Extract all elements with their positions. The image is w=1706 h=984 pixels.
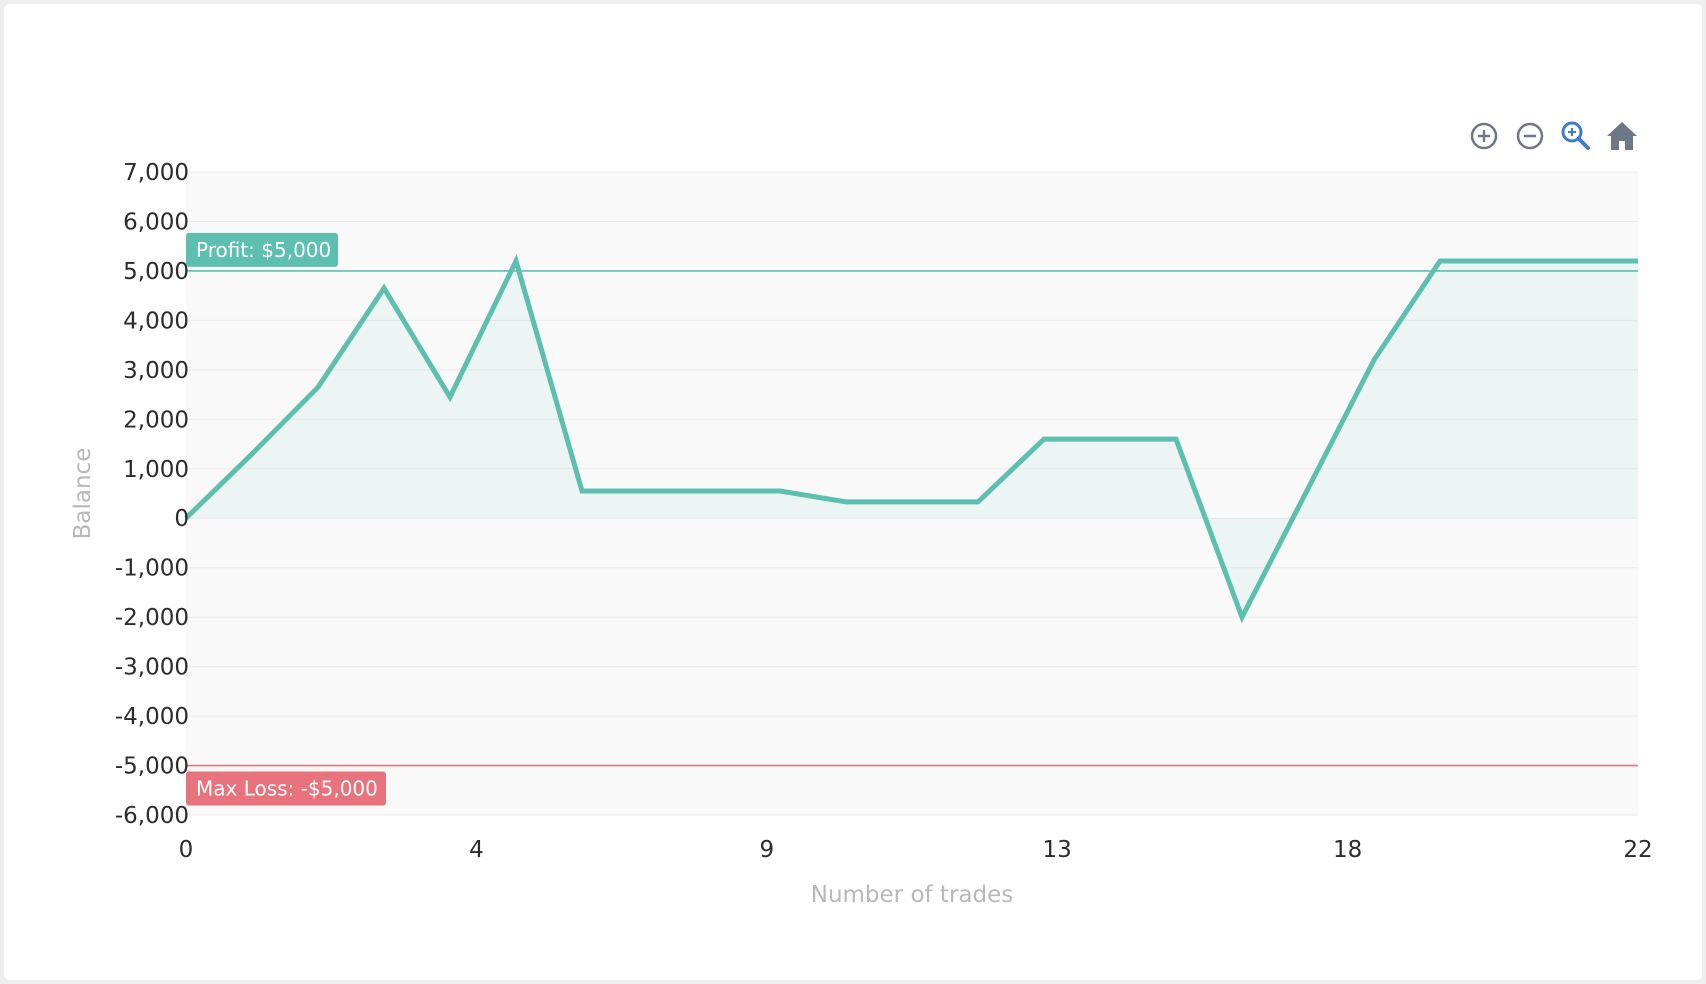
y-tick-label: -5,000	[115, 754, 189, 780]
y-tick-label: -3,000	[115, 655, 189, 681]
x-axis-title: Number of trades	[811, 882, 1014, 908]
annotation-label-bg	[186, 771, 386, 806]
y-tick-label: 1,000	[123, 457, 189, 483]
annotation-label: Max Loss: -$5,000	[196, 777, 378, 801]
y-tick-label: 7,000	[123, 160, 189, 186]
plot-background	[186, 172, 1638, 815]
x-tick-label: 18	[1333, 837, 1362, 863]
reset-zoom-button[interactable]	[1604, 118, 1640, 154]
y-tick-label: 4,000	[123, 308, 189, 334]
y-tick-label: 5,000	[123, 259, 189, 285]
y-tick-label: 6,000	[123, 209, 189, 235]
balance-area	[186, 261, 1638, 618]
y-tick-label: -6,000	[115, 803, 189, 829]
zoom-out-icon	[1516, 122, 1544, 150]
y-tick-label: -1,000	[115, 556, 189, 582]
y-tick-label: -2,000	[115, 605, 189, 631]
annotation-label-bg	[186, 232, 338, 267]
annotation-label: Profit: $5,000	[196, 238, 331, 262]
x-tick-label: 13	[1043, 837, 1072, 863]
home-icon	[1607, 122, 1637, 150]
y-axis-ticks: 7,000 6,000 5,000 4,000 3,000 2,000 1,000 0 -1,0…	[115, 160, 189, 829]
y-tick-label: 0	[174, 506, 189, 532]
zoom-in-button[interactable]	[1466, 118, 1502, 154]
y-tick-label: -4,000	[115, 704, 189, 730]
x-tick-label: 9	[759, 837, 774, 863]
selection-zoom-button[interactable]	[1558, 118, 1594, 154]
chart-toolbar	[1466, 116, 1640, 156]
zoom-out-button[interactable]	[1512, 118, 1548, 154]
y-tick-label: 3,000	[123, 358, 189, 384]
x-axis-ticks: 0 4 9 13 18 22	[179, 837, 1653, 863]
x-tick-label: 4	[469, 837, 484, 863]
annotations: Profit: $5,000 Max Loss: -$5,000	[186, 232, 1638, 806]
zoom-in-icon	[1470, 122, 1498, 150]
x-tick-label: 22	[1623, 837, 1652, 863]
magnifier-icon	[1561, 121, 1590, 150]
y-axis-title: Balance	[70, 448, 96, 540]
x-tick-label: 0	[179, 837, 194, 863]
balance-line	[184, 254, 1638, 624]
y-tick-label: 2,000	[123, 407, 189, 433]
